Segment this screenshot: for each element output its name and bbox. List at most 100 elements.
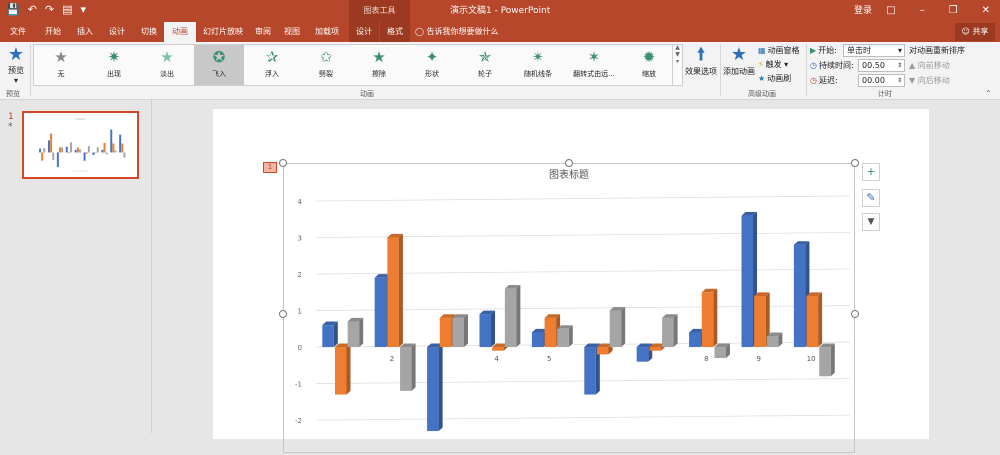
tab-transitions[interactable]: 切换 [141, 27, 157, 36]
duration-input[interactable]: 00.50 ⇕ [858, 59, 905, 72]
add-animation-button[interactable]: ★ 添加动画 [722, 44, 756, 77]
present-icon[interactable]: ▤ [62, 3, 73, 16]
up-triangle-icon: ▲ [909, 61, 918, 70]
effect-shape[interactable]: ✦ 形状 [407, 45, 457, 85]
tab-animations[interactable]: 动画 [164, 22, 196, 42]
chart-elements-button[interactable]: + [862, 163, 880, 181]
bar-series3-cat10[interactable] [819, 343, 835, 377]
tab-slideshow[interactable]: 幻灯片放映 [203, 27, 243, 36]
bar-series2-cat9[interactable] [754, 292, 770, 348]
bar-series2-cat8[interactable] [701, 288, 718, 348]
effect-label: 翻转式由远... [573, 70, 615, 78]
bar-series3-cat6[interactable] [609, 306, 626, 348]
tab-insert[interactable]: 插入 [77, 27, 93, 36]
save-icon[interactable]: 💾 [6, 3, 20, 16]
resize-handle[interactable] [851, 310, 859, 318]
effect-none[interactable]: ★ 无 [36, 45, 86, 85]
slide-thumbnail[interactable] [22, 111, 139, 179]
ribbon-display-icon[interactable]: □ [886, 5, 896, 16]
bar-series3-cat9[interactable] [766, 332, 783, 348]
minimize-icon[interactable]: – [919, 5, 925, 16]
bar-series1-cat4[interactable] [479, 310, 496, 348]
scroll-up-icon[interactable]: ▲ [675, 44, 680, 51]
bar-series2-cat2[interactable] [387, 233, 403, 348]
close-icon[interactable]: ✕ [981, 5, 990, 16]
chart-frame[interactable]: 图表标题 4 3 2 1 0 -1 -2 2 4 5 8 9 10 [283, 163, 855, 453]
bar-series3-cat5[interactable] [557, 325, 573, 348]
tab-design[interactable]: 设计 [109, 27, 125, 36]
tab-chart-design[interactable]: 设计 [349, 22, 379, 42]
collapse-ribbon-icon[interactable]: ⌃ [985, 89, 992, 98]
bar-series1-cat7[interactable] [636, 343, 653, 362]
bar-series2-cat1[interactable] [334, 343, 351, 395]
tab-review[interactable]: 审阅 [255, 27, 271, 36]
undo-icon[interactable]: ↶ [27, 3, 37, 16]
start-label-row: ▶ 开始: [810, 45, 837, 56]
gallery-scroll[interactable]: ▲ ▼ ▾ [672, 44, 682, 86]
bar-series1-cat6[interactable] [584, 343, 600, 395]
effect-float-in[interactable]: ✰ 浮入 [247, 45, 297, 85]
effect-options-button[interactable]: 🠙 效果选项 [684, 44, 718, 77]
effect-wipe[interactable]: ★ 擦除 [354, 45, 404, 85]
chart-styles-button[interactable]: ✎ [862, 189, 880, 207]
move-earlier-button[interactable]: ▲ 向前移动 [909, 60, 950, 71]
share-label: 共享 [972, 27, 989, 36]
bar-series3-cat2[interactable] [400, 343, 416, 391]
chart-title: 图表标题 [549, 168, 589, 181]
redo-icon[interactable]: ↷ [44, 3, 55, 16]
effect-random-bars[interactable]: ✴ 随机线条 [513, 45, 563, 85]
trigger-button[interactable]: ⚡ 触发 ▾ [758, 60, 789, 69]
tab-home[interactable]: 开始 [45, 27, 61, 36]
effect-label: 无 [57, 70, 65, 78]
chart-filters-button[interactable]: ▼ [862, 213, 880, 231]
animation-order-tag[interactable]: 1 [263, 162, 277, 173]
move-later-button[interactable]: ▼ 向后移动 [909, 75, 950, 86]
share-button[interactable]: ☺ 共享 [955, 23, 995, 41]
gridline [315, 414, 851, 421]
effect-wheel[interactable]: ✯ 轮子 [460, 45, 510, 85]
animation-painter-button[interactable]: ★ 动画刷 [758, 73, 791, 84]
effect-appear[interactable]: ✷ 出现 [89, 45, 139, 85]
chevron-down-icon: ▾ [897, 46, 902, 55]
animation-pane-button[interactable]: ▦ 动画窗格 [758, 45, 800, 56]
effect-fly-in[interactable]: ✪ 飞入 [194, 45, 244, 85]
star-float-in-icon: ✰ [265, 48, 279, 66]
effect-grow-turn[interactable]: ✶ 翻转式由远... [566, 45, 622, 85]
start-select[interactable]: 单击时 ▾ [843, 44, 905, 57]
effect-zoom[interactable]: ✹ 缩放 [624, 45, 674, 85]
bar-series1-cat5 [74, 149, 77, 153]
gallery-more-icon[interactable]: ▾ [675, 58, 679, 65]
y-tick-label: 0 [298, 344, 302, 352]
bar-series3-cat1[interactable] [347, 317, 364, 348]
tab-file[interactable]: 文件 [10, 27, 26, 36]
login-link[interactable]: 登录 [854, 6, 873, 16]
tab-view[interactable]: 视图 [284, 27, 300, 36]
spinner-icon[interactable]: ⇕ [896, 77, 902, 84]
delay-input[interactable]: 00.00 ⇕ [858, 74, 905, 87]
bar-series3-cat7[interactable] [662, 314, 678, 348]
spinner-icon[interactable]: ⇕ [896, 62, 902, 69]
resize-handle[interactable] [279, 310, 287, 318]
bar-series3-cat4[interactable] [504, 285, 521, 348]
restore-icon[interactable]: ❐ [948, 5, 958, 16]
effect-split[interactable]: ✩ 劈裂 [301, 45, 351, 85]
customize-icon[interactable]: ▾ [80, 3, 87, 16]
slide-canvas[interactable]: 1 图表标题 4 3 2 1 0 -1 -2 2 4 5 8 9 10 + ✎ ▼ [213, 109, 929, 453]
resize-handle[interactable] [565, 159, 573, 167]
bar-series3-cat8[interactable] [714, 343, 730, 359]
tab-chart-format[interactable]: 格式 [380, 22, 410, 42]
preview-button[interactable]: ★ 预览 ▾ [3, 45, 29, 86]
scroll-down-icon[interactable]: ▼ [675, 51, 680, 58]
resize-handle[interactable] [851, 159, 859, 167]
bar-series1-cat4 [65, 146, 68, 153]
bar-series2-cat7 [94, 152, 97, 154]
tab-addins[interactable]: 加载项 [315, 27, 339, 36]
bar-series1-cat1[interactable] [322, 321, 338, 348]
tell-me-box[interactable]: ◯ 告诉我你想要做什么 [415, 22, 499, 42]
bar-series3-cat3[interactable] [452, 314, 468, 348]
resize-handle[interactable] [279, 159, 287, 167]
bar-series2-cat10[interactable] [806, 292, 823, 348]
bar-series1-cat3[interactable] [427, 343, 443, 432]
effect-fade[interactable]: ★ 淡出 [142, 45, 192, 85]
